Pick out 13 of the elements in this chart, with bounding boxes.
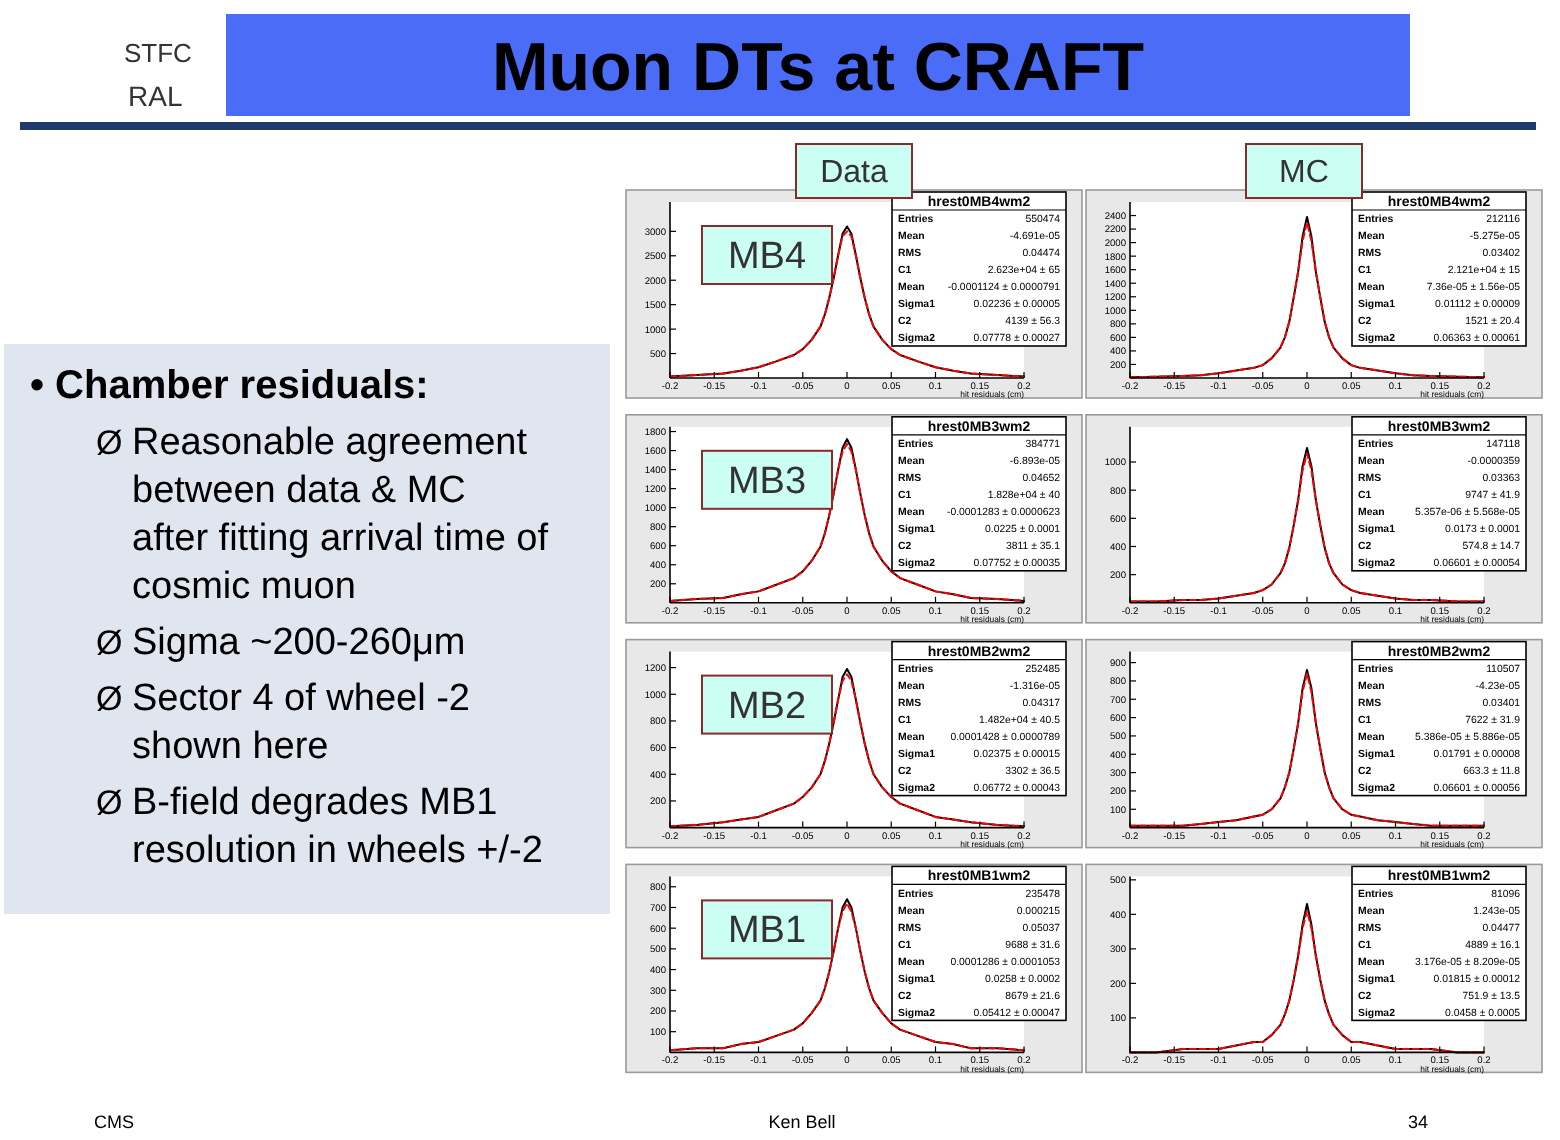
text: MC — [1279, 156, 1329, 190]
text: 34 — [1407, 1112, 1429, 1132]
text: MB3 — [727, 460, 807, 503]
text: MB4 — [727, 236, 807, 278]
text: MB1 — [727, 910, 807, 953]
text: CMS — [94, 1112, 134, 1132]
text: MB2 — [727, 685, 807, 728]
text: STFC — [124, 38, 192, 68]
text: Ken Bell — [768, 1112, 836, 1132]
text: Data — [820, 156, 888, 190]
text: • Chamber residuals: — [30, 364, 429, 408]
text: Muon DTs at CRAFT — [491, 30, 1145, 106]
text: RAL — [128, 80, 183, 112]
